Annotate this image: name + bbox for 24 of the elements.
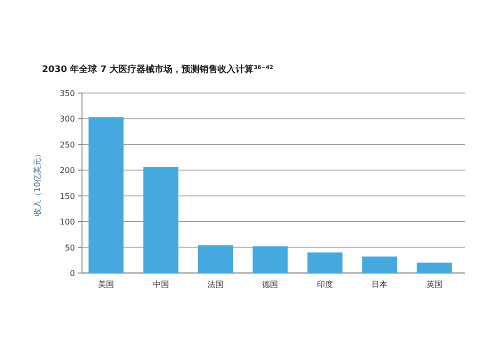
- bar: [88, 117, 124, 273]
- y-tick-label: 300: [60, 114, 75, 124]
- x-tick-label: 德国: [262, 280, 278, 289]
- x-tick-label: 印度: [316, 280, 333, 289]
- y-tick-label: 50: [64, 243, 75, 252]
- bar: [416, 262, 452, 273]
- y-axis-title: 收入（10亿美元）: [33, 150, 42, 216]
- y-tick-label: 150: [60, 192, 75, 201]
- x-tick-label: 法国: [208, 280, 224, 289]
- bar: [307, 252, 342, 273]
- bar: [362, 256, 398, 273]
- x-tick-label: 美国: [98, 280, 114, 289]
- x-tick-label: 中国: [152, 280, 169, 289]
- y-tick-label: 250: [60, 140, 75, 150]
- y-tick-label: 0: [70, 269, 75, 278]
- y-tick-label: 200: [60, 166, 75, 176]
- bar: [198, 245, 234, 273]
- chart-title: 2030 年全球 7 大医疗器械市场，预测销售收入计算$^{36−42}$: [42, 64, 274, 75]
- bar: [143, 167, 178, 273]
- x-tick-label: 日本: [372, 280, 388, 289]
- bar: [252, 246, 288, 273]
- x-tick-label: 英国: [426, 280, 442, 289]
- y-tick-label: 100: [60, 218, 75, 227]
- y-tick-label: 350: [60, 89, 75, 98]
